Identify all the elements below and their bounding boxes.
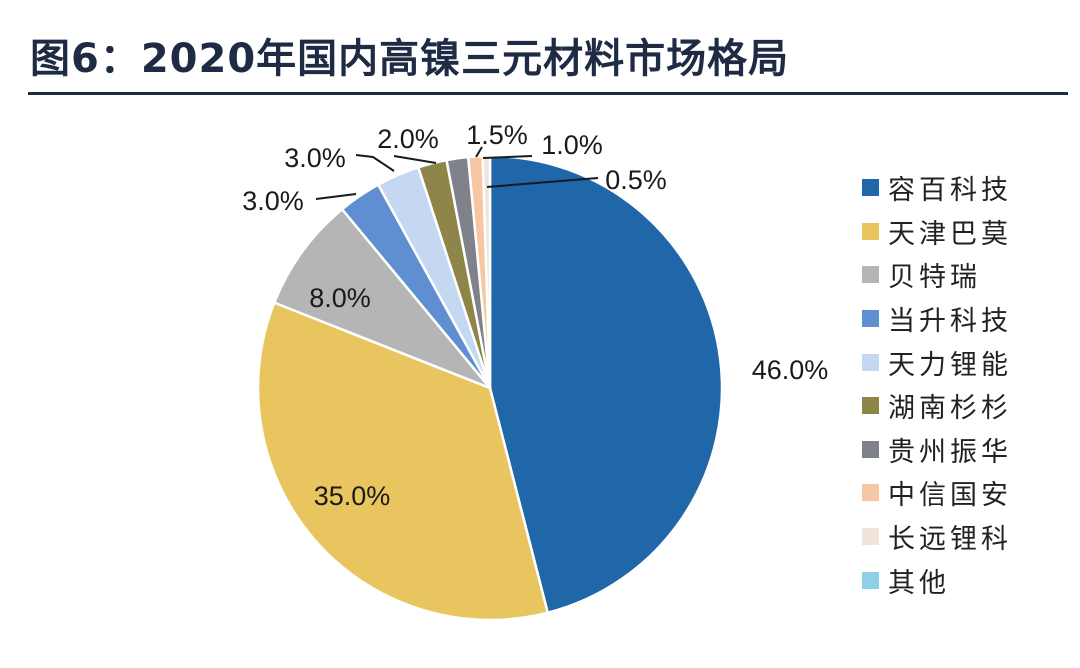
legend-swatch — [862, 571, 879, 589]
pie-slice-1 — [488, 154, 724, 614]
legend-swatch — [862, 440, 879, 458]
data-label-3: 8.0% — [309, 283, 371, 313]
leader-line-6 — [393, 155, 437, 164]
legend-swatch — [862, 266, 879, 284]
legend-item-7: 贵州振华 — [862, 428, 1072, 472]
leader-line-7 — [475, 146, 483, 158]
legend-item-6: 湖南杉杉 — [862, 384, 1072, 428]
legend-label: 其他 — [888, 567, 950, 599]
legend-item-3: 贝特瑞 — [862, 253, 1072, 297]
legend-label: 贝特瑞 — [888, 262, 981, 294]
legend-swatch — [862, 179, 879, 197]
data-label-8: 1.0% — [541, 130, 603, 160]
legend-swatch — [862, 528, 879, 546]
title-divider — [28, 92, 1068, 95]
pie-slice-2 — [256, 301, 549, 622]
pie-slice-3 — [273, 207, 492, 390]
legend-item-10: 其他 — [862, 558, 1072, 602]
data-label-1: 46.0% — [752, 355, 829, 385]
data-label-9: 0.5% — [605, 165, 667, 195]
chart-title: 图6：2020年国内高镍三元材料市场格局 — [30, 36, 790, 82]
leader-line-4 — [315, 193, 357, 200]
data-label-6: 2.0% — [377, 124, 439, 154]
data-label-2: 35.0% — [314, 481, 391, 511]
data-label-5: 3.0% — [284, 143, 346, 173]
data-label-4: 3.0% — [242, 186, 304, 216]
legend-label: 湖南杉杉 — [888, 393, 1012, 425]
legend-swatch — [862, 353, 879, 371]
legend-item-8: 中信国安 — [862, 471, 1072, 515]
legend-swatch — [862, 484, 879, 502]
legend-item-4: 当升科技 — [862, 297, 1072, 341]
legend-item-5: 天力锂能 — [862, 340, 1072, 384]
legend-label: 长远锂科 — [888, 524, 1012, 556]
legend-swatch — [862, 310, 879, 328]
legend-item-2: 天津巴莫 — [862, 210, 1072, 254]
legend-swatch — [862, 397, 879, 415]
legend-label: 天津巴莫 — [888, 218, 1012, 250]
leader-line-5 — [355, 154, 395, 172]
legend-label: 贵州振华 — [888, 436, 1012, 468]
legend-label: 天力锂能 — [888, 349, 1012, 381]
legend-label: 容百科技 — [888, 175, 1012, 207]
leader-line-9 — [486, 177, 599, 188]
legend-item-9: 长远锂科 — [862, 515, 1072, 559]
pie-slice-9 — [481, 154, 492, 390]
data-label-7: 1.5% — [466, 120, 528, 150]
legend-label: 当升科技 — [888, 306, 1012, 338]
leader-line-8 — [482, 155, 533, 159]
legend-label: 中信国安 — [888, 480, 1012, 512]
legend-item-1: 容百科技 — [862, 166, 1072, 210]
legend-swatch — [862, 222, 879, 240]
chart-legend: 容百科技天津巴莫贝特瑞当升科技天力锂能湖南杉杉贵州振华中信国安长远锂科其他 — [862, 166, 1072, 602]
